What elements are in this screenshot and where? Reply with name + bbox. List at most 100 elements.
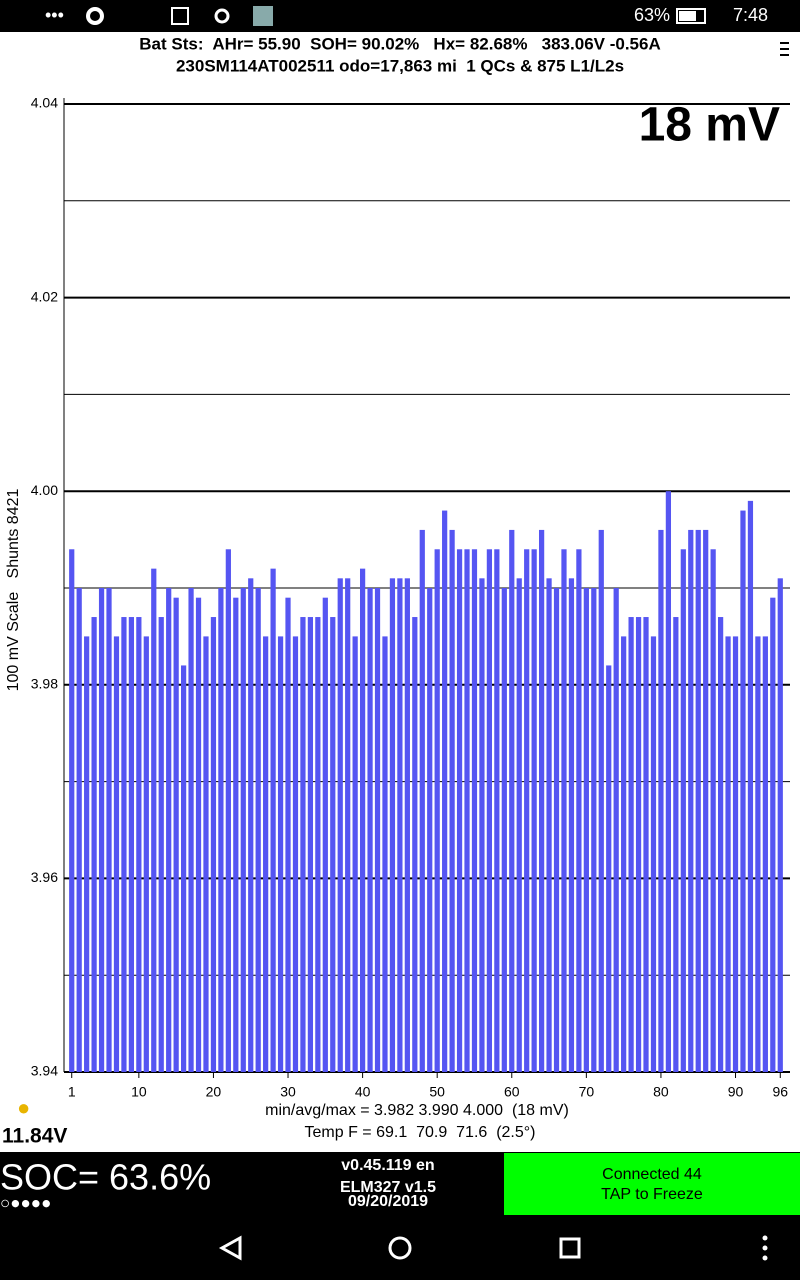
bar <box>166 588 172 1072</box>
bar <box>613 588 619 1072</box>
bar <box>583 588 589 1072</box>
bar <box>218 588 224 1072</box>
bar <box>248 578 254 1072</box>
bar <box>98 588 105 1072</box>
battery-percent: 63% <box>634 5 670 25</box>
bar <box>606 665 612 1072</box>
settings-icon <box>86 7 104 25</box>
x-tick-label: 70 <box>579 1084 595 1100</box>
home-button[interactable] <box>388 1236 412 1260</box>
bar <box>128 617 135 1072</box>
bar <box>494 549 500 1072</box>
bar <box>509 529 515 1072</box>
button-bg[interactable] <box>504 1153 800 1215</box>
bar <box>695 529 701 1072</box>
bar <box>367 588 373 1072</box>
x-tick-label: 96 <box>772 1084 788 1100</box>
bar <box>449 529 455 1072</box>
bar <box>240 588 246 1072</box>
bar <box>307 617 314 1072</box>
bar <box>621 636 627 1072</box>
status-bar <box>0 0 800 32</box>
y-tick-label: 3.98 <box>31 676 58 692</box>
header-line: Bat Sts: AHr= 55.90 SOH= 90.02% Hx= 82.6… <box>139 34 660 53</box>
bar <box>188 588 194 1072</box>
bar <box>703 529 709 1072</box>
more-button[interactable] <box>762 1235 768 1261</box>
bar <box>330 617 336 1072</box>
bar <box>658 529 664 1072</box>
bar <box>650 636 657 1072</box>
bar <box>770 597 776 1072</box>
bar <box>471 549 478 1072</box>
bar <box>84 636 90 1072</box>
bar <box>91 617 97 1072</box>
bar <box>516 578 522 1072</box>
bar <box>456 549 463 1072</box>
bar <box>121 617 127 1072</box>
annotation: 18 mV <box>639 99 780 152</box>
bar <box>106 588 112 1072</box>
back-button[interactable] <box>218 1235 242 1261</box>
bulb-icon: ● <box>17 1095 30 1120</box>
recents-button[interactable] <box>559 1237 581 1259</box>
bar <box>591 588 597 1072</box>
bar <box>732 636 739 1072</box>
x-tick-label: 20 <box>206 1084 222 1100</box>
bar <box>143 636 149 1072</box>
button-text[interactable]: TAP to Freeze <box>601 1186 703 1203</box>
bar <box>225 549 231 1072</box>
y-tick-label: 4.02 <box>31 288 58 304</box>
bar <box>665 491 672 1072</box>
bar <box>136 617 142 1072</box>
bar <box>568 578 575 1072</box>
bar <box>69 549 75 1072</box>
bar <box>180 665 187 1072</box>
bar <box>195 597 202 1072</box>
connect-button[interactable]: Connected 44 TAP to Freeze <box>504 1153 800 1215</box>
bar <box>412 617 418 1072</box>
bar <box>270 568 276 1072</box>
bar <box>524 549 530 1072</box>
bar <box>292 636 299 1072</box>
bar <box>643 617 649 1072</box>
bar <box>76 588 82 1072</box>
bar <box>300 617 306 1072</box>
bar <box>755 636 761 1072</box>
menu-icon[interactable] <box>780 42 789 56</box>
bar <box>322 597 328 1072</box>
version: ELM327 v1.5 <box>340 1179 436 1196</box>
bar <box>442 510 448 1072</box>
y-tick-label: 4.04 <box>31 95 58 111</box>
x-tick-label: 60 <box>504 1084 520 1100</box>
status-icons: ••• <box>45 5 64 25</box>
bar <box>434 549 440 1072</box>
bar <box>158 617 164 1072</box>
x-tick-label: 1 <box>68 1084 76 1100</box>
soc: SOC= 63.6% <box>0 1157 211 1198</box>
bar <box>464 549 470 1072</box>
x-tick-label: 50 <box>429 1084 445 1100</box>
bar <box>561 549 567 1072</box>
y-tick-label: 4.00 <box>31 482 58 498</box>
version: v0.45.119 en <box>341 1157 434 1174</box>
y-tick-label: 3.96 <box>31 869 58 885</box>
aux-voltage: 11.84V <box>2 1125 67 1148</box>
bar <box>531 549 537 1072</box>
bar <box>427 588 433 1072</box>
bar <box>359 568 366 1072</box>
bar <box>486 549 493 1072</box>
app-icon <box>253 6 273 26</box>
bar <box>263 636 269 1072</box>
x-tick-label: 90 <box>728 1084 744 1100</box>
bar <box>688 529 694 1072</box>
header-line: 230SM114AT002511 odo=17,863 mi 1 QCs & 8… <box>176 56 624 75</box>
battery-level <box>679 11 696 21</box>
bar <box>374 588 381 1072</box>
button-text[interactable]: Connected 44 <box>602 1166 702 1183</box>
x-tick-label: 40 <box>355 1084 371 1100</box>
gear-icon <box>214 8 230 24</box>
bar <box>538 529 545 1072</box>
